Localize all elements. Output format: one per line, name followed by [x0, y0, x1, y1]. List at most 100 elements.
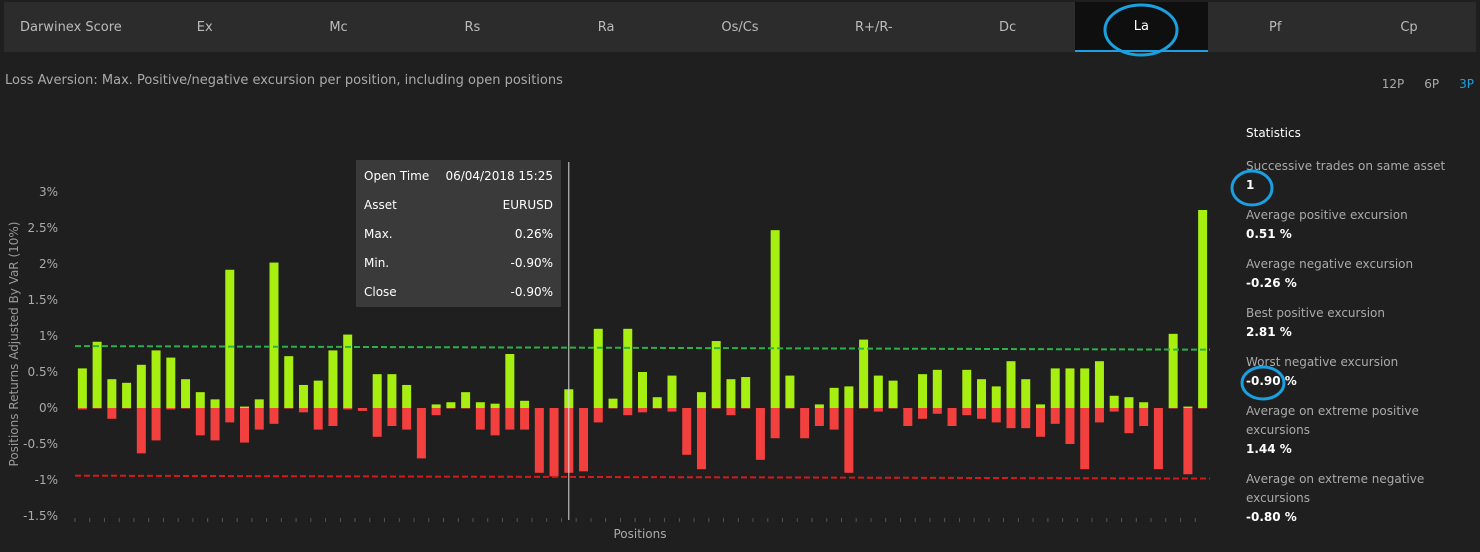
tab[interactable]: Cp — [1400, 19, 1418, 35]
bar — [1139, 402, 1149, 408]
bar — [785, 408, 795, 409]
y-tick-label: 2.5% — [28, 221, 59, 235]
stat-value: -0.90 % — [1246, 374, 1297, 388]
bar — [254, 408, 264, 430]
bar — [1094, 408, 1104, 423]
tab[interactable]: Pf — [1269, 19, 1282, 35]
bar — [1050, 368, 1060, 408]
bar — [122, 382, 132, 408]
bar — [372, 408, 382, 437]
bar — [475, 408, 485, 430]
bar — [1065, 368, 1075, 408]
bar — [770, 408, 780, 439]
period-button[interactable]: 12P — [1381, 77, 1405, 91]
stat-label: Average negative excursion — [1246, 257, 1414, 271]
bar — [505, 408, 515, 430]
bar — [652, 397, 662, 408]
bar — [328, 350, 338, 408]
bar — [1065, 408, 1075, 444]
bar — [696, 392, 706, 408]
bar — [741, 377, 751, 408]
bar — [136, 364, 146, 408]
bar — [107, 379, 117, 408]
bar — [726, 408, 736, 416]
bar — [343, 334, 353, 408]
y-tick-label: 2% — [39, 257, 58, 271]
bar — [1050, 408, 1060, 424]
bar — [1080, 368, 1090, 408]
bar — [387, 408, 397, 426]
bar — [593, 328, 603, 408]
bar — [638, 408, 647, 413]
tab[interactable]: Ra — [597, 19, 615, 35]
bar — [313, 380, 323, 408]
bar — [210, 408, 220, 441]
tab[interactable]: Dc — [999, 19, 1017, 35]
bar — [166, 408, 176, 410]
bar — [387, 374, 397, 408]
bar — [269, 408, 279, 424]
bar — [225, 408, 235, 423]
bar — [888, 408, 898, 409]
bar — [77, 368, 87, 408]
bar — [284, 356, 294, 408]
bar — [844, 408, 854, 473]
bar — [741, 408, 751, 409]
tab[interactable]: Mc — [329, 19, 348, 35]
bar — [1124, 408, 1134, 434]
bar — [829, 387, 839, 408]
bar — [416, 408, 426, 459]
bar — [1006, 408, 1016, 429]
bar — [623, 408, 633, 416]
period-button[interactable]: 3P — [1459, 77, 1474, 91]
tooltip-label: Close — [364, 284, 397, 299]
bar — [1021, 408, 1031, 429]
bar — [932, 369, 942, 408]
bar — [711, 408, 721, 409]
statistics-panel: Statistics Successive trades on same asse… — [1246, 126, 1466, 538]
stat-value: 1.44 % — [1246, 442, 1292, 456]
bar — [579, 408, 589, 472]
bar — [225, 269, 235, 408]
bar — [873, 375, 883, 408]
bar — [549, 408, 559, 477]
bar — [490, 403, 500, 408]
tooltip-value: -0.90% — [510, 255, 553, 270]
chart: 3% 2.5% 2% 1.5% 1% 0.5% 0% -0.5% -1% -1.5% Positio… — [7, 162, 1211, 541]
bar — [490, 408, 500, 436]
bar — [372, 374, 382, 408]
y-tick-label: -1.5% — [23, 509, 58, 523]
stat-value: -0.26 % — [1246, 276, 1297, 290]
bar — [313, 408, 323, 430]
stat-value: 0.51 % — [1246, 227, 1292, 241]
bar — [1006, 361, 1016, 408]
y-tick-label: 1% — [39, 329, 58, 343]
bar — [859, 339, 869, 408]
bar — [593, 408, 603, 423]
bar — [1035, 408, 1045, 437]
tab[interactable]: R+/R- — [855, 19, 893, 35]
bar — [888, 380, 898, 408]
bar — [918, 374, 928, 408]
bar — [1168, 333, 1178, 408]
bar — [1168, 408, 1178, 409]
bar — [1183, 406, 1193, 408]
bar — [195, 408, 205, 436]
period-button[interactable]: 6P — [1424, 77, 1440, 91]
tab[interactable]: Darwinex Score — [20, 19, 122, 35]
bar — [284, 408, 294, 409]
y-tick-label: -1% — [35, 473, 58, 487]
tab[interactable]: Ex — [196, 19, 213, 35]
bar — [402, 384, 412, 408]
bar — [1124, 397, 1134, 408]
bar — [962, 369, 972, 408]
tooltip-value: 0.26% — [514, 226, 553, 241]
bar — [873, 408, 883, 412]
tab[interactable]: Rs — [464, 19, 481, 35]
bar — [181, 408, 191, 409]
bar — [1153, 408, 1163, 470]
tab[interactable]: Os/Cs — [721, 19, 759, 35]
stat-label: Average on extreme negative excursions — [1246, 472, 1425, 505]
bar — [122, 408, 132, 409]
x-axis-label: Positions — [614, 527, 667, 541]
